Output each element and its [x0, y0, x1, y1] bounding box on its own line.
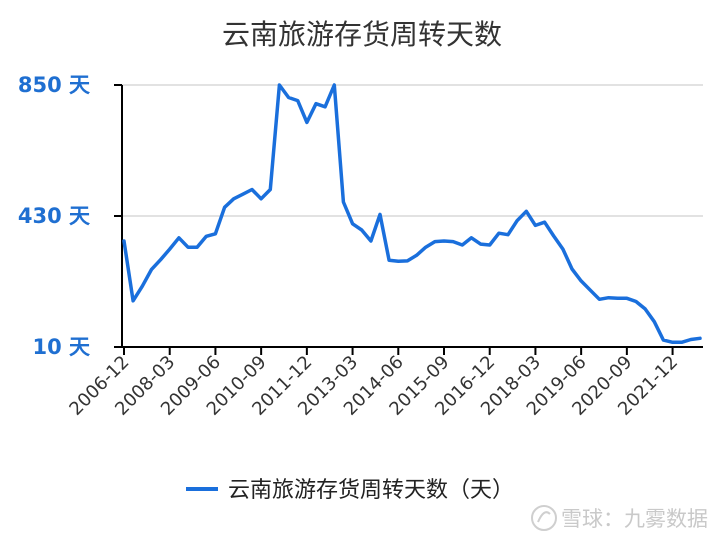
- series-line: [122, 83, 702, 345]
- snowball-logo-icon: [531, 505, 557, 531]
- y-tick-label: 430 天: [18, 204, 91, 228]
- y-tick-label: 850 天: [18, 73, 91, 97]
- x-axis-ticks: 2006-122008-032009-062010-092011-122013-…: [65, 347, 682, 420]
- legend-label: 云南旅游存货周转天数（天）: [228, 478, 514, 503]
- chart-title: 云南旅游存货周转天数: [222, 18, 502, 51]
- grid: [122, 84, 703, 217]
- watermark: 雪球：九雾数据: [531, 505, 708, 531]
- series-group: [122, 83, 702, 345]
- y-axis-ticks: 10 天 430 天 850 天: [18, 73, 122, 359]
- legend: 云南旅游存货周转天数（天）: [186, 478, 514, 503]
- watermark-text: 雪球：九雾数据: [561, 507, 708, 531]
- y-tick-label: 10 天: [32, 335, 91, 359]
